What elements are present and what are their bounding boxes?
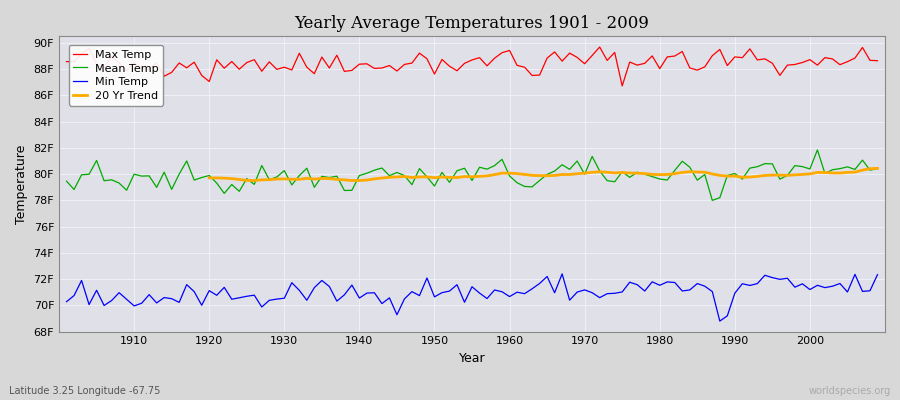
Max Temp [616, 84, 627, 88]
Max Temp [497, 50, 508, 55]
Line: 20 Yr Trend: 20 Yr Trend [209, 168, 878, 180]
20 Yr Trend [504, 171, 515, 176]
Min Temp [715, 319, 725, 324]
20 Yr Trend [872, 166, 883, 171]
Max Temp [122, 68, 132, 73]
Min Temp [557, 272, 568, 276]
Min Temp [122, 297, 132, 302]
Max Temp [602, 58, 613, 63]
Max Temp [504, 48, 515, 53]
20 Yr Trend [331, 177, 342, 182]
Max Temp [594, 45, 605, 50]
Line: Mean Temp: Mean Temp [67, 150, 878, 200]
Mean Temp [872, 166, 883, 171]
Max Temp [286, 68, 297, 72]
Min Temp [602, 291, 613, 296]
Mean Temp [504, 174, 515, 178]
20 Yr Trend [497, 171, 508, 176]
Max Temp [872, 58, 883, 63]
20 Yr Trend [594, 169, 605, 174]
X-axis label: Year: Year [459, 352, 485, 365]
Min Temp [504, 294, 515, 299]
Min Temp [497, 289, 508, 294]
Min Temp [331, 299, 342, 304]
Legend: Max Temp, Mean Temp, Min Temp, 20 Yr Trend: Max Temp, Mean Temp, Min Temp, 20 Yr Tre… [68, 45, 164, 106]
Min Temp [872, 272, 883, 277]
Mean Temp [331, 174, 342, 178]
20 Yr Trend [286, 177, 297, 182]
Max Temp [61, 59, 72, 64]
Mean Temp [61, 179, 72, 184]
Mean Temp [594, 168, 605, 173]
Y-axis label: Temperature: Temperature [15, 144, 28, 224]
Text: Latitude 3.25 Longitude -67.75: Latitude 3.25 Longitude -67.75 [9, 386, 160, 396]
Text: worldspecies.org: worldspecies.org [809, 386, 891, 396]
Line: Max Temp: Max Temp [67, 47, 878, 86]
Max Temp [331, 53, 342, 58]
Mean Temp [497, 157, 508, 162]
Mean Temp [122, 188, 132, 193]
Min Temp [286, 280, 297, 285]
Mean Temp [706, 198, 717, 203]
Title: Yearly Average Temperatures 1901 - 2009: Yearly Average Temperatures 1901 - 2009 [294, 15, 650, 32]
Min Temp [61, 299, 72, 304]
Line: Min Temp: Min Temp [67, 274, 878, 321]
Mean Temp [812, 148, 823, 152]
Mean Temp [286, 182, 297, 187]
